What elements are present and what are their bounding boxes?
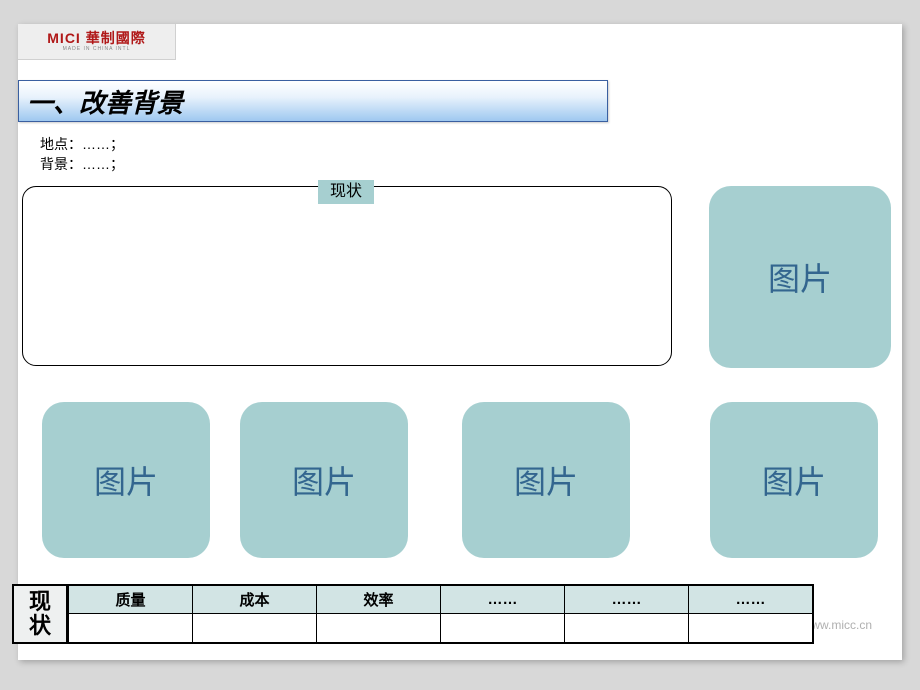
table-header-cell: …… (440, 586, 564, 614)
table-header-cell: 质量 (68, 586, 192, 614)
logo-subtext: MADE IN CHINA INTL (63, 46, 131, 52)
logo-text: MICI 華制國際 (47, 31, 145, 45)
table-header-cell: 成本 (192, 586, 316, 614)
info-block: 地点：……； 背景：……； (40, 134, 124, 174)
slide-canvas: MICI 華制國際 MADE IN CHINA INTL 一、改善背景 地点：…… (18, 24, 902, 660)
image-placeholder-4: 图片 (710, 402, 878, 558)
logo-tab: MICI 華制國際 MADE IN CHINA INTL (18, 24, 176, 60)
table-grid: 质量 成本 效率 …… …… …… (68, 584, 814, 644)
table-header-cell: 效率 (316, 586, 440, 614)
current-status-box (22, 186, 672, 366)
image-placeholder-1: 图片 (42, 402, 210, 558)
info-location: 地点：……； (40, 134, 124, 154)
table-body-cell (68, 614, 192, 642)
image-placeholder-2: 图片 (240, 402, 408, 558)
table-body-cell (192, 614, 316, 642)
table-header-cell: …… (688, 586, 812, 614)
image-placeholder-3: 图片 (462, 402, 630, 558)
section-title-bar: 一、改善背景 (18, 80, 608, 122)
status-table: 现 状 质量 成本 效率 …… …… …… (12, 584, 814, 644)
table-body-cell (316, 614, 440, 642)
table-body-cell (688, 614, 812, 642)
table-header-cell: …… (564, 586, 688, 614)
current-status-label: 现状 (318, 180, 374, 204)
info-context: 背景：……； (40, 154, 124, 174)
table-body-cell (564, 614, 688, 642)
table-body-cell (440, 614, 564, 642)
table-side-label: 现 状 (12, 584, 68, 644)
image-placeholder-right: 图片 (709, 186, 891, 368)
section-title: 一、改善背景 (27, 83, 183, 120)
